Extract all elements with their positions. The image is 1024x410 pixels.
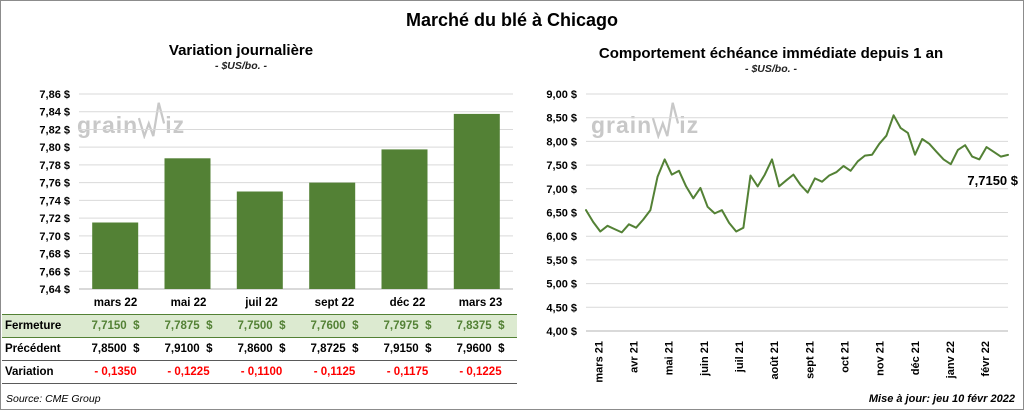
line-chart-subtitle: - $US/bo. - — [745, 63, 797, 75]
line-x-tick-label: avr 21 — [628, 341, 640, 373]
row-label: Variation — [2, 359, 79, 384]
category-header-row: mars 22 mai 22 juil 22 sept 22 déc 22 mars 23 — [2, 293, 517, 314]
line-y-tick-label: 5,50 $ — [546, 255, 577, 267]
cell-value: - 0,1100 — [225, 359, 298, 384]
cell-value: 7,7975 $ — [371, 313, 444, 338]
line-y-tick-label: 8,00 $ — [546, 136, 577, 148]
line-x-tick-label: juil 21 — [734, 341, 746, 373]
cell-value: 7,7600 $ — [298, 313, 371, 338]
cell-value: - 0,1125 — [298, 359, 371, 384]
watermark-w-icon — [652, 102, 680, 139]
cell-value: - 0,1225 — [444, 359, 517, 384]
bar-y-tick-label: 7,82 $ — [39, 124, 70, 136]
bar-y-tick-label: 7,64 $ — [39, 284, 70, 295]
watermark-text-part2: iz — [165, 112, 186, 138]
row-label: Précédent — [2, 336, 79, 361]
bar-sept-22 — [309, 182, 356, 289]
line-x-tick-label: sept 21 — [804, 341, 816, 379]
price-table: mars 22 mai 22 juil 22 sept 22 déc 22 mars 23… — [2, 293, 517, 384]
line-x-tick-label: oct 21 — [839, 341, 851, 373]
category-label: mars 23 — [458, 297, 503, 310]
table-row-précédent: Précédent 7,8500 $7,9100 $7,8600 $7,8725 … — [2, 336, 517, 361]
bar-y-tick-label: 7,80 $ — [39, 142, 70, 154]
bar-y-tick-label: 7,86 $ — [39, 89, 70, 101]
update-note: Mise à jour: jeu 10 févr 2022 — [868, 393, 1015, 405]
category-label: juil 22 — [245, 297, 278, 310]
cell-value: - 0,1350 — [79, 359, 152, 384]
category-label: sept 22 — [314, 297, 355, 310]
page-title: Marché du blé à Chicago — [405, 10, 619, 30]
bar-y-tick-label: 7,68 $ — [39, 249, 70, 261]
bar-y-tick-label: 7,76 $ — [39, 178, 70, 190]
bar-déc-22 — [381, 149, 428, 289]
price-table-body: mars 22 mai 22 juil 22 sept 22 déc 22 mars 23… — [2, 293, 517, 384]
cell-value: 7,8375 $ — [444, 313, 517, 338]
bar-chart-title: Variation journalière — [168, 42, 314, 59]
line-y-tick-label: 5,00 $ — [546, 279, 577, 291]
bar-y-tick-label: 7,78 $ — [39, 160, 70, 172]
category-label: mars 22 — [93, 297, 138, 310]
last-price-annotation: 7,7150 $ — [967, 173, 1018, 188]
line-x-tick-label: nov 21 — [875, 341, 887, 376]
table-row-variation: Variation - 0,1350- 0,1225- 0,1100- 0,112… — [2, 359, 517, 384]
line-y-tick-label: 4,00 $ — [546, 326, 577, 338]
cell-value: - 0,1225 — [152, 359, 225, 384]
line-y-tick-label: 6,00 $ — [546, 231, 577, 243]
bar-y-tick-label: 7,84 $ — [39, 107, 70, 119]
one-year-line-chart: 4,00 $ 4,50 $ 5,00 $ 5,50 $ 6,00 $ 6,50 $ 7,00… — [546, 89, 1018, 383]
line-y-tick-label: 8,50 $ — [546, 113, 577, 125]
line-x-tick-label: mars 21 — [593, 341, 605, 383]
watermark-text-part2: iz — [679, 112, 700, 138]
category-label: mai 22 — [170, 297, 207, 310]
cell-value: 7,7875 $ — [152, 313, 225, 338]
cell-value: - 0,1175 — [371, 359, 444, 384]
bar-mars-23 — [453, 113, 500, 290]
line-x-tick-label: août 21 — [769, 341, 781, 380]
line-x-tick-label: déc 21 — [910, 341, 922, 375]
cell-value: 7,9150 $ — [371, 336, 444, 361]
cell-value: 7,7150 $ — [79, 313, 152, 338]
bar-y-tick-label: 7,66 $ — [39, 266, 70, 278]
watermark-text-part1: grain — [591, 112, 653, 138]
daily-variation-bar-chart: 7,64 $ 7,66 $ 7,68 $ 7,70 $ 7,72 $ 7,74 $ 7,76… — [39, 89, 513, 295]
line-y-tick-label: 6,50 $ — [546, 208, 577, 220]
line-x-tick-label: juin 21 — [699, 341, 711, 377]
wheat-price-line — [585, 114, 1009, 234]
bar-juil-22 — [236, 191, 283, 289]
category-header-spacer — [2, 293, 79, 314]
source-note: Source: CME Group — [6, 393, 101, 405]
category-label: déc 22 — [389, 297, 426, 310]
line-y-tick-label: 7,50 $ — [546, 160, 577, 172]
line-y-tick-label: 4,50 $ — [546, 302, 577, 314]
cell-value: 7,8600 $ — [225, 336, 298, 361]
bar-y-tick-label: 7,74 $ — [39, 195, 70, 207]
row-label: Fermeture — [2, 313, 79, 338]
line-x-tick-label: janv 22 — [945, 341, 957, 379]
line-x-tick-label: févr 22 — [980, 341, 992, 376]
cell-value: 7,8500 $ — [79, 336, 152, 361]
watermark-text-part1: grain — [77, 112, 139, 138]
cell-value: 7,9100 $ — [152, 336, 225, 361]
line-chart-title: Comportement échéance immédiate depuis 1… — [598, 45, 944, 62]
bar-y-tick-label: 7,70 $ — [39, 231, 70, 243]
bar-chart-subtitle: - $US/bo. - — [215, 60, 267, 72]
bar-mai-22 — [164, 158, 211, 289]
grainwiz-watermark: grain iz — [591, 99, 699, 139]
line-y-tick-label: 7,00 $ — [546, 184, 577, 196]
cell-value: 7,9600 $ — [444, 336, 517, 361]
bar-mars-22 — [92, 222, 139, 289]
line-x-tick-label: mai 21 — [664, 341, 676, 375]
cell-value: 7,8725 $ — [298, 336, 371, 361]
line-y-tick-label: 9,00 $ — [546, 89, 577, 101]
bar-y-tick-label: 7,72 $ — [39, 213, 70, 225]
table-row-fermeture: Fermeture 7,7150 $7,7875 $7,7500 $7,7600 … — [2, 313, 517, 338]
cell-value: 7,7500 $ — [225, 313, 298, 338]
